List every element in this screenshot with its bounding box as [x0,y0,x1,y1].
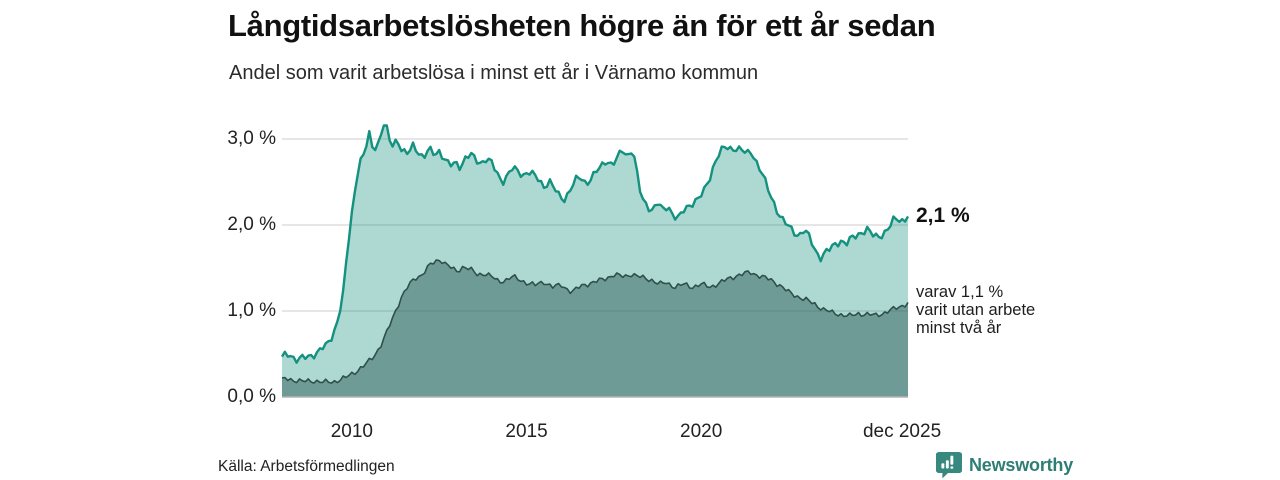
y-tick-label: 2,0 % [227,214,276,235]
x-tick-label: 2020 [680,421,723,442]
source-note: Källa: Arbetsförmedlingen [218,458,395,475]
brand-name: Newsworthy [969,454,1074,475]
x-tick-label: 2015 [505,421,548,442]
brand-footer: Newsworthy [936,451,1073,479]
annotation-two-year-value: varav 1,1 % varit utan arbete minst två … [916,283,1036,337]
chart-subtitle: Andel som varit arbetslösa i minst ett å… [229,62,759,84]
y-tick-label: 1,0 % [227,300,276,321]
area-1 [282,259,908,397]
line-1 [281,259,909,384]
x-tick-label: 2010 [330,421,373,442]
y-tick-label: 3,0 % [227,128,276,149]
x-tick-label: dec 2025 [862,421,942,442]
logo-bubble [936,451,962,479]
annotation-latest-value: 2,1 % [916,204,970,227]
y-tick-label: 0,0 % [227,386,276,407]
newsworthy-logo-icon [936,451,962,479]
line-0 [280,124,910,364]
page-title: Långtidsarbetslösheten högre än för ett … [228,8,936,43]
